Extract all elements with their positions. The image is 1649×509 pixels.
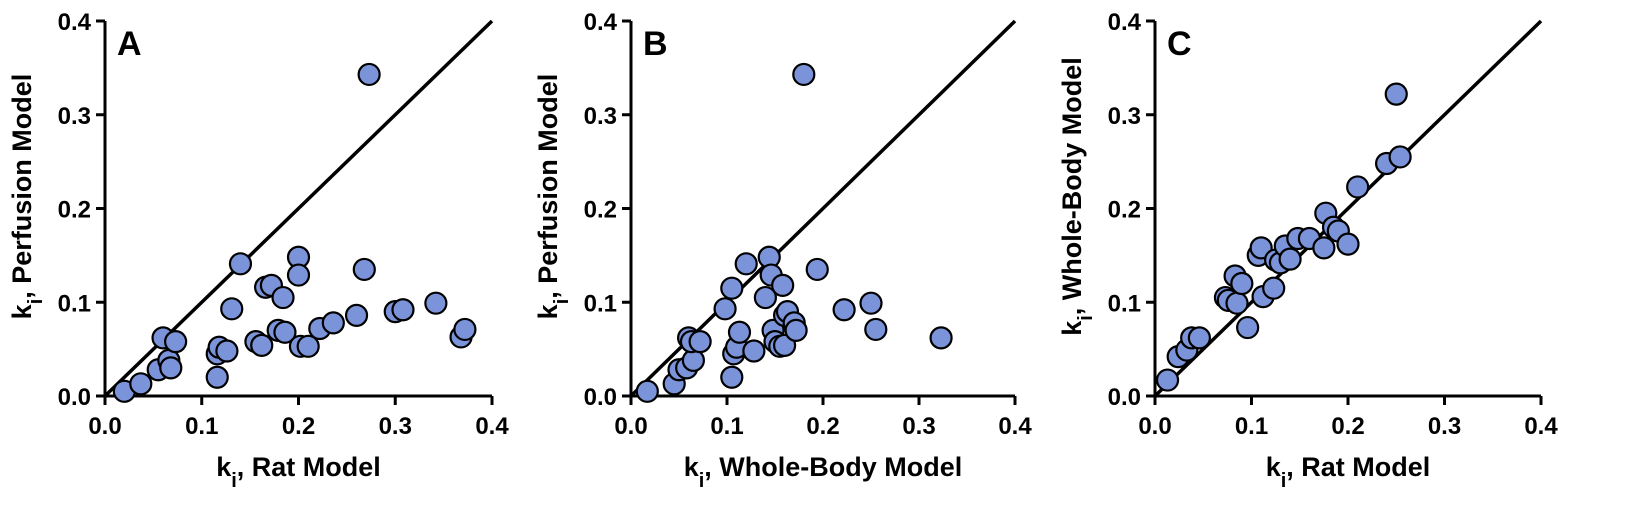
y-tick-label: 0.2 (584, 197, 617, 224)
x-tick-label: 0.2 (282, 413, 315, 440)
data-point (753, 285, 778, 310)
panel-a: 0.0 0.1 0.2 0.3 0.4 0.0 0.1 0.2 0.3 0.4 ki, Rat Mo… (7, 9, 509, 492)
panel-letter: B (643, 25, 668, 63)
data-point (228, 252, 253, 276)
x-tick-label: 0.1 (1235, 413, 1268, 440)
x-tick-label: 0.3 (379, 413, 412, 440)
x-tick-label: 0.0 (88, 413, 121, 440)
data-point (1155, 368, 1180, 392)
x-tick-label: 0.2 (806, 413, 839, 440)
data-point (1230, 271, 1254, 296)
data-point (832, 298, 856, 322)
identity-line (1153, 19, 1543, 398)
data-point (720, 276, 744, 300)
x-tick-label: 0.2 (1331, 413, 1364, 440)
data-point (1388, 145, 1412, 169)
x-tick-label: 0.4 (1524, 413, 1558, 440)
y-axis-title: ki, Whole-Body Model (1057, 57, 1097, 336)
data-point (1187, 326, 1211, 350)
data-point (129, 372, 153, 396)
data-point (352, 257, 376, 282)
data-point (929, 326, 953, 350)
data-point (391, 298, 415, 322)
x-tick-label: 0.1 (185, 413, 218, 440)
x-tick-label: 0.3 (1428, 413, 1461, 440)
data-point (792, 62, 816, 87)
y-tick-label: 0.1 (1108, 290, 1141, 317)
panel-letter: A (117, 25, 142, 63)
data-point (271, 285, 295, 310)
data-point (713, 297, 737, 321)
x-axis-title: ki, Rat Model (1266, 452, 1431, 492)
data-point (688, 330, 712, 354)
y-axis-title: ki, Perfusion Model (533, 74, 573, 320)
panel-c: 0.0 0.1 0.2 0.3 0.4 0.0 0.1 0.2 0.3 0.4 ki, Rat Mo… (1057, 9, 1558, 492)
data-point (164, 330, 188, 354)
y-tick-label: 0.4 (1108, 9, 1142, 36)
data-point (1262, 276, 1286, 300)
y-tick-label: 0.2 (1108, 197, 1141, 224)
data-point (159, 356, 183, 380)
x-axis-title: ki, Rat Model (216, 452, 381, 492)
x-tick-label: 0.4 (998, 413, 1032, 440)
y-tick-label: 0.0 (58, 384, 91, 411)
x-tick-label: 0.0 (614, 413, 647, 440)
panel-b: 0.0 0.1 0.2 0.3 0.4 0.0 0.1 0.2 0.3 0.4 ki, Whole-… (533, 9, 1032, 492)
y-tick-label: 0.0 (584, 384, 617, 411)
data-point (1384, 82, 1408, 106)
y-tick-label: 0.3 (1108, 103, 1141, 130)
data-point (250, 333, 274, 357)
data-point (424, 291, 448, 315)
data-point (296, 334, 320, 358)
data-point (1278, 247, 1302, 271)
data-point (1336, 232, 1360, 256)
data-point (453, 317, 477, 342)
x-tick-label: 0.3 (902, 413, 935, 440)
data-point (1236, 315, 1260, 340)
data-point (784, 318, 808, 342)
y-tick-label: 0.4 (58, 9, 92, 36)
data-point (727, 320, 752, 344)
data-point (805, 257, 829, 282)
data-point (273, 320, 297, 344)
data-point (1225, 291, 1249, 315)
data-point (859, 291, 883, 315)
data-point (1312, 236, 1336, 260)
panel-letter: C (1167, 25, 1192, 63)
data-point (357, 62, 381, 87)
data-point (205, 365, 229, 389)
data-point (1346, 175, 1370, 199)
data-point (215, 339, 239, 363)
data-point (220, 297, 244, 321)
y-tick-label: 0.4 (584, 9, 618, 36)
data-point (742, 339, 766, 363)
data-point (734, 252, 758, 276)
x-tick-label: 0.4 (475, 413, 509, 440)
data-point (344, 303, 369, 327)
y-tick-label: 0.1 (584, 290, 617, 317)
x-axis-title: ki, Whole-Body Model (684, 452, 963, 492)
y-tick-label: 0.3 (584, 103, 617, 130)
data-point (286, 263, 311, 287)
data-point (720, 365, 744, 389)
y-axis-title: ki, Perfusion Model (7, 74, 47, 320)
x-tick-label: 0.0 (1138, 413, 1171, 440)
y-tick-label: 0.3 (58, 103, 91, 130)
data-point (864, 317, 888, 342)
data-point (635, 379, 659, 403)
data-point (771, 273, 795, 297)
x-tick-label: 0.1 (710, 413, 743, 440)
y-tick-label: 0.0 (1108, 384, 1141, 411)
y-tick-label: 0.1 (58, 290, 91, 317)
y-tick-label: 0.2 (58, 197, 91, 224)
data-point (321, 311, 345, 335)
